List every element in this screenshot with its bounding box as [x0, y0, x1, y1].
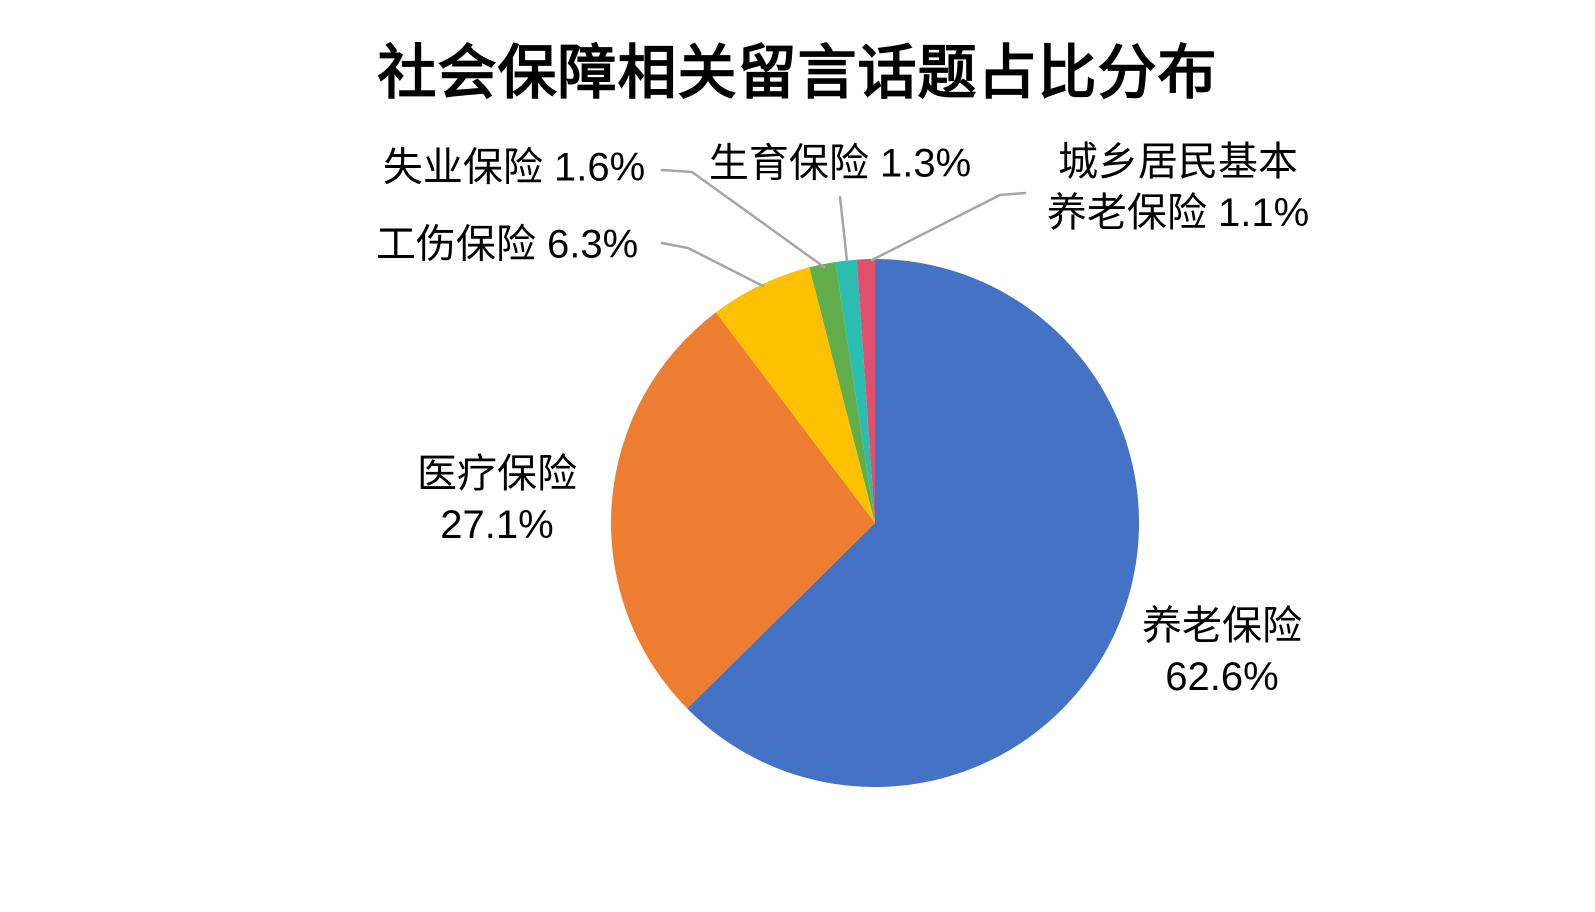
pie-slice-urban_rural	[856, 259, 875, 523]
slice-label-urban-rural: 城乡居民基本 养老保险 1.1%	[1046, 139, 1310, 235]
slice-label-pension: 养老保险 62.6%	[1142, 603, 1302, 699]
leader-line-maternity	[838, 195, 849, 263]
pie-slice-unemployment	[809, 262, 875, 523]
slice-label-maternity: 生育保险 1.3%	[708, 141, 972, 186]
pie-slice-work_injury	[715, 267, 875, 523]
slice-label-unemployment: 失业保险 1.6%	[382, 145, 646, 190]
slice-label-work-injury: 工伤保险 6.3%	[375, 222, 639, 267]
leader-line-work-injury	[660, 241, 765, 288]
leader-line-urban-rural	[870, 191, 1027, 262]
pie-slice-medical	[610, 312, 875, 709]
slice-label-medical: 医疗保险 27.1%	[417, 451, 577, 547]
chart-title: 社会保障相关留言话题占比分布	[377, 40, 1218, 106]
pie-slice-pension	[687, 259, 1139, 787]
pie-slice-maternity	[835, 259, 875, 523]
pie-slices	[610, 259, 1139, 787]
leader-line-unemployment	[660, 168, 826, 269]
leader-lines	[660, 168, 1027, 288]
